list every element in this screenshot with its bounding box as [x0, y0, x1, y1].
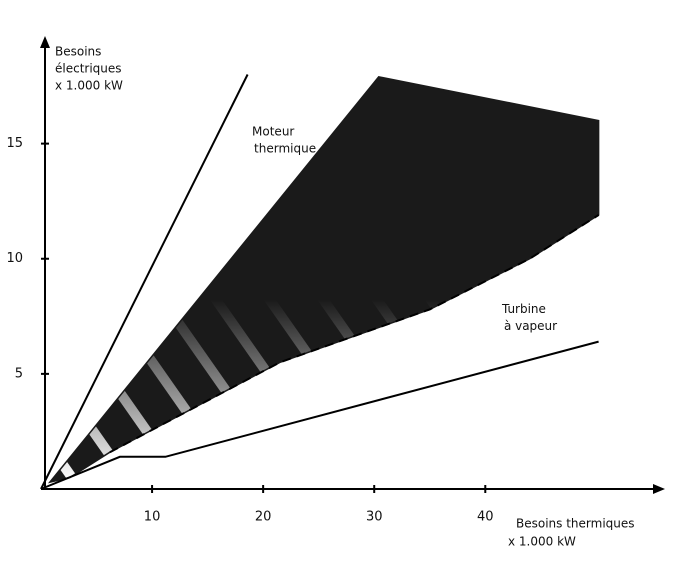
x-axis-label: Besoins thermiques	[516, 517, 635, 531]
annotation: thermique	[254, 142, 316, 156]
x-axis-arrow	[653, 484, 665, 494]
annotation: Moteur	[252, 125, 294, 139]
y-tick-label: 15	[6, 136, 23, 151]
line	[40, 340, 599, 490]
dashed-line	[109, 214, 600, 454]
x-axis-label: x 1.000 kW	[508, 535, 576, 549]
y-axis-label: électriques	[55, 62, 122, 76]
annotation: Turbine	[501, 302, 546, 316]
annotation: à vapeur	[504, 319, 557, 333]
x-tick-label: 30	[366, 510, 383, 525]
x-tick-label: 20	[255, 510, 272, 525]
y-axis-arrow	[40, 36, 50, 48]
y-tick-label: 10	[6, 251, 23, 266]
y-axis-label: Besoins	[55, 45, 101, 59]
y-tick-label: 5	[15, 366, 23, 381]
x-tick-label: 40	[477, 510, 494, 525]
line	[40, 74, 249, 490]
y-axis-label: x 1.000 kW	[55, 79, 123, 93]
x-tick-label: 10	[144, 510, 161, 525]
region	[47, 75, 600, 484]
